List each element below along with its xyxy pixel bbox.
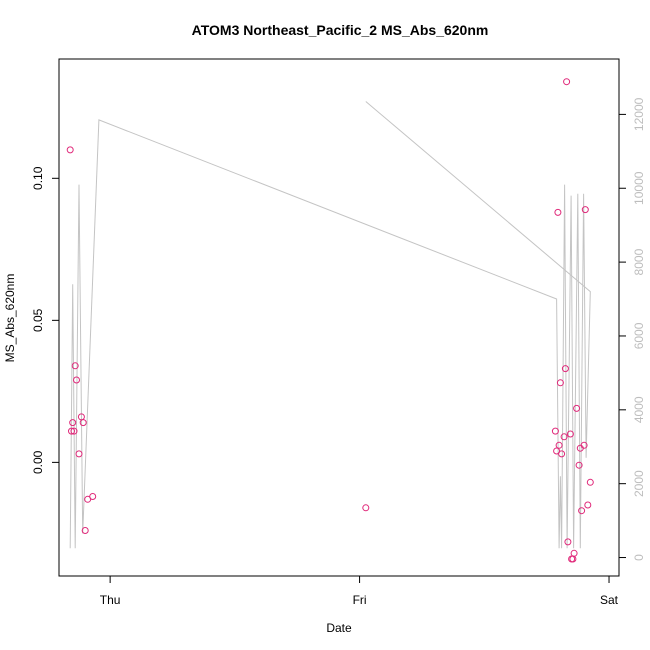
data-point-27	[573, 404, 581, 412]
data-point-22	[564, 538, 572, 546]
data-point-15	[554, 208, 562, 216]
y-tick-label-1: 0.05	[31, 308, 45, 332]
y-axis-left: 0.00 0.05 0.10	[31, 166, 60, 474]
y2-tick-label-4: 8000	[632, 248, 646, 275]
y2-tick-label-1: 2000	[632, 470, 646, 497]
y-tick-label-0: 0.00	[31, 450, 45, 474]
data-point-30	[578, 507, 586, 515]
data-point-28	[575, 461, 583, 469]
data-point-0	[66, 146, 74, 154]
y2-tick-label-6: 12000	[632, 97, 646, 131]
data-point-21	[563, 78, 571, 86]
x-tick-label-2: Sat	[600, 593, 619, 607]
y2-tick-label-0: 0	[632, 554, 646, 561]
data-point-19	[560, 433, 568, 441]
y2-tick-label-2: 4000	[632, 396, 646, 423]
data-point-13	[551, 427, 559, 435]
y2-tick-label-3: 6000	[632, 322, 646, 349]
data-point-20	[561, 365, 569, 373]
x-tick-label-1: Fri	[353, 593, 367, 607]
y-axis-label: MS_Abs_620nm	[3, 274, 17, 363]
data-point-5	[73, 376, 80, 384]
data-point-3	[70, 427, 78, 435]
data-point-34	[586, 478, 594, 486]
data-point-18	[558, 450, 566, 458]
data-point-23	[566, 430, 574, 438]
data-point-2	[69, 419, 77, 427]
data-point-4	[71, 362, 79, 370]
data-point-16	[555, 441, 563, 449]
data-point-31	[580, 441, 588, 449]
data-point-8	[79, 419, 87, 427]
x-tick-label-0: Thu	[100, 593, 121, 607]
data-point-33	[584, 501, 592, 509]
data-point-11	[89, 493, 97, 500]
x-axis-label: Date	[326, 621, 352, 635]
data-point-26	[570, 549, 578, 557]
data-point-12	[362, 504, 370, 512]
data-point-17	[556, 379, 564, 387]
data-point-32	[581, 206, 589, 214]
x-axis: Thu Fri Sat	[100, 575, 619, 607]
data-point-1	[68, 427, 75, 435]
data-point-6	[75, 450, 83, 458]
data-points	[66, 78, 594, 563]
y-axis-right: 0 2000 4000 6000 8000 10000 12000	[618, 97, 646, 561]
y-tick-label-2: 0.10	[31, 166, 45, 190]
data-point-9	[81, 527, 89, 534]
y2-tick-label-5: 10000	[632, 171, 646, 205]
data-point-14	[553, 447, 561, 455]
chart-title: ATOM3 Northeast_Pacific_2 MS_Abs_620nm	[192, 22, 489, 38]
